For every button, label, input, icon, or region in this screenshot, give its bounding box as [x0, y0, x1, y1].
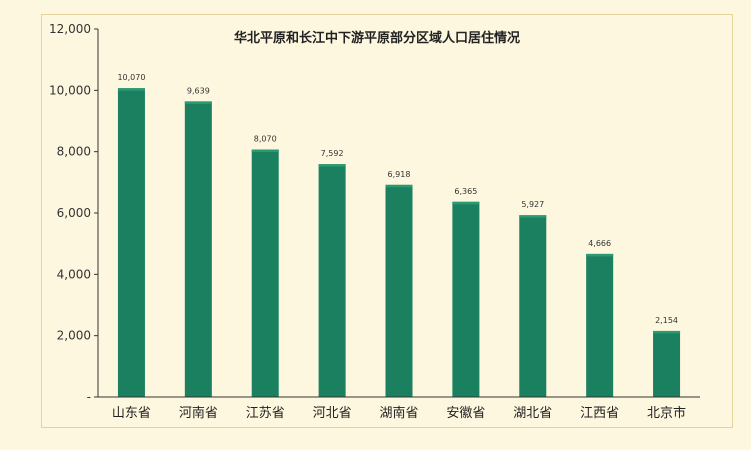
y-tick-label: 4,000: [57, 267, 91, 281]
data-label: 9,639: [187, 86, 210, 95]
data-label: 8,070: [254, 135, 277, 144]
data-label: 7,592: [321, 149, 344, 158]
bar-group: 4,666: [586, 239, 614, 397]
bar: [452, 201, 480, 397]
bar-top-edge: [318, 164, 346, 167]
bar-top-edge: [452, 201, 480, 205]
x-tick-label: 湖北省: [513, 406, 552, 421]
bar: [318, 164, 346, 397]
bar-group: 2,154: [653, 316, 681, 397]
chart-title: 华北平原和长江中下游平原部分区域人口居住情况: [234, 30, 520, 46]
bar: [184, 101, 212, 398]
bar-group: 10,070: [117, 73, 145, 397]
y-tick-label: 8,000: [57, 145, 91, 159]
x-tick-label: 江苏省: [246, 405, 285, 421]
x-tick-label: 北京市: [647, 405, 686, 421]
bar: [117, 88, 145, 397]
bars: 10,070 9,639 8,070 7,592 6,918 6,365 5,927 4,66…: [117, 73, 681, 398]
x-tick-label: 河北省: [313, 406, 352, 421]
bar-group: 9,639: [184, 86, 212, 398]
bar: [519, 215, 547, 397]
x-tick-label: 江西省: [580, 406, 619, 421]
bar-top-edge: [117, 88, 145, 91]
bar: [653, 330, 681, 397]
data-label: 2,154: [655, 316, 678, 325]
bar-group: 7,592: [318, 149, 346, 397]
bar-group: 5,927: [519, 200, 547, 397]
bar-top-edge: [586, 253, 614, 257]
x-tick-label: 安徽省: [446, 406, 485, 421]
bar-group: 6,365: [452, 187, 480, 397]
y-tick-label: 6,000: [57, 206, 91, 220]
bar-group: 8,070: [251, 135, 279, 397]
bar-top-edge: [653, 330, 681, 334]
y-tick-label: 10,000: [49, 83, 91, 97]
x-tick-label: 山东省: [112, 406, 151, 421]
bar-top-edge: [184, 101, 212, 104]
bar: [586, 253, 614, 397]
data-label: 10,070: [117, 73, 145, 82]
data-label: 4,666: [588, 239, 611, 248]
bar: [385, 184, 413, 397]
x-tick-label: 湖南省: [379, 405, 418, 421]
bar-top-edge: [251, 149, 279, 153]
y-tick-label: 2,000: [57, 329, 91, 343]
data-label: 6,918: [388, 170, 411, 179]
data-label: 5,927: [521, 200, 544, 209]
bar-group: 6,918: [385, 170, 413, 397]
data-label: 6,365: [454, 187, 477, 196]
bar-top-edge: [519, 215, 547, 218]
x-tick-label: 河南省: [179, 405, 218, 421]
y-axis: - 2,000 4,000 6,000 8,000 10,000 12,000: [49, 22, 99, 404]
bar-top-edge: [385, 184, 413, 188]
bar: [251, 149, 279, 397]
y-tick-label: 12,000: [49, 22, 91, 36]
y-tick-label: -: [87, 390, 91, 404]
x-axis: 山东省 河南省 江苏省 河北省 湖南省 安徽省 湖北省 江西省 北京市: [98, 396, 700, 421]
